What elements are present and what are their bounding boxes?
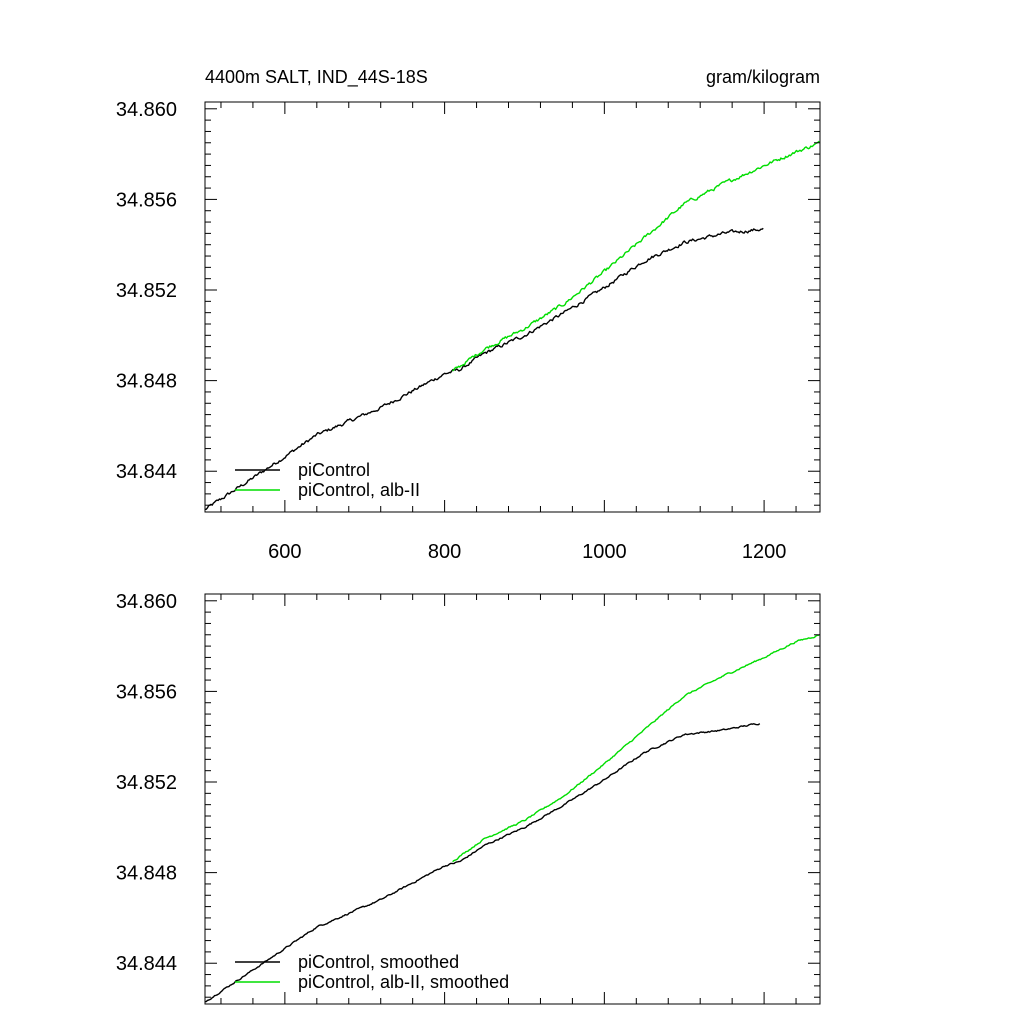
series-line-1	[204, 723, 761, 1003]
chart-title: 4400m SALT, IND_44S-18S	[205, 67, 428, 88]
y-tick-label: 34.844	[116, 461, 177, 483]
y-tick-label: 34.848	[116, 863, 177, 885]
x-tick-label: 600	[268, 541, 301, 563]
plot-frame	[204, 593, 821, 1005]
x-tick-label: 1200	[742, 541, 787, 563]
series-line-1	[204, 227, 764, 510]
x-tick-label: 800	[428, 541, 461, 563]
plot-frame	[204, 101, 821, 513]
y-tick-label: 34.856	[116, 681, 177, 703]
y-tick-label: 34.848	[116, 371, 177, 393]
top-panel: 4400m SALT, IND_44S-18S gram/kilogram 34…	[116, 67, 821, 563]
legend-label-1: piControl, smoothed	[298, 952, 459, 972]
y-tick-label: 34.860	[116, 99, 177, 121]
x-tick-label: 1000	[582, 541, 627, 563]
y-tick-label: 34.852	[116, 280, 177, 302]
legend-label-1: piControl	[298, 460, 370, 480]
units-label: gram/kilogram	[706, 67, 820, 87]
y-tick-label: 34.844	[116, 953, 177, 975]
series-line-2	[452, 634, 820, 863]
legend-label-2: piControl, alb-II	[298, 480, 420, 500]
bottom-panel: 34.844 34.848 34.852 34.856 34.860 piControl…	[116, 591, 821, 1005]
legend-label-2: piControl, alb-II, smoothed	[298, 972, 509, 992]
series-line-2	[452, 140, 820, 372]
y-tick-label: 34.856	[116, 189, 177, 211]
y-tick-label: 34.852	[116, 772, 177, 794]
y-tick-label: 34.860	[116, 591, 177, 613]
